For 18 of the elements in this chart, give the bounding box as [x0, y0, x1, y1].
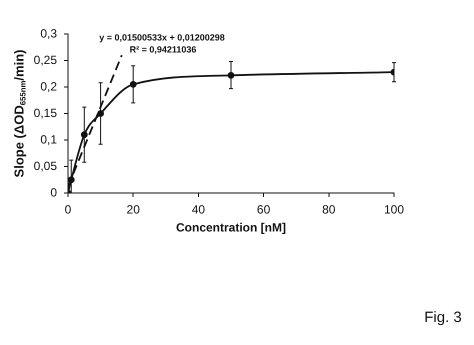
y-tick-label: 0,25	[34, 52, 58, 67]
point	[68, 176, 75, 184]
annotation: R² = 0,94211036	[130, 44, 196, 54]
x-tick-label: 40	[192, 202, 206, 216]
y-tick-label: 0,3	[40, 26, 58, 40]
y-tick-label: 0,2	[40, 79, 58, 94]
x-tick-label: 80	[322, 202, 336, 216]
x-tick-label: 60	[256, 202, 271, 216]
x-tick-label: 100	[384, 202, 404, 216]
x-axis-title: Concentration [nM]	[176, 220, 286, 234]
x-tick-label: 20	[126, 202, 140, 216]
x-tick-label: 0	[64, 202, 72, 216]
y-tick-label: 0,15	[34, 106, 58, 120]
y-tick-label: 0,05	[34, 158, 58, 173]
annotation: y = 0,01500533x + 0,01200298	[99, 32, 225, 42]
y-tick-label: 0,1	[40, 132, 58, 146]
y-tick-label: 0	[50, 185, 58, 200]
caption: Fig. 3	[424, 309, 462, 326]
